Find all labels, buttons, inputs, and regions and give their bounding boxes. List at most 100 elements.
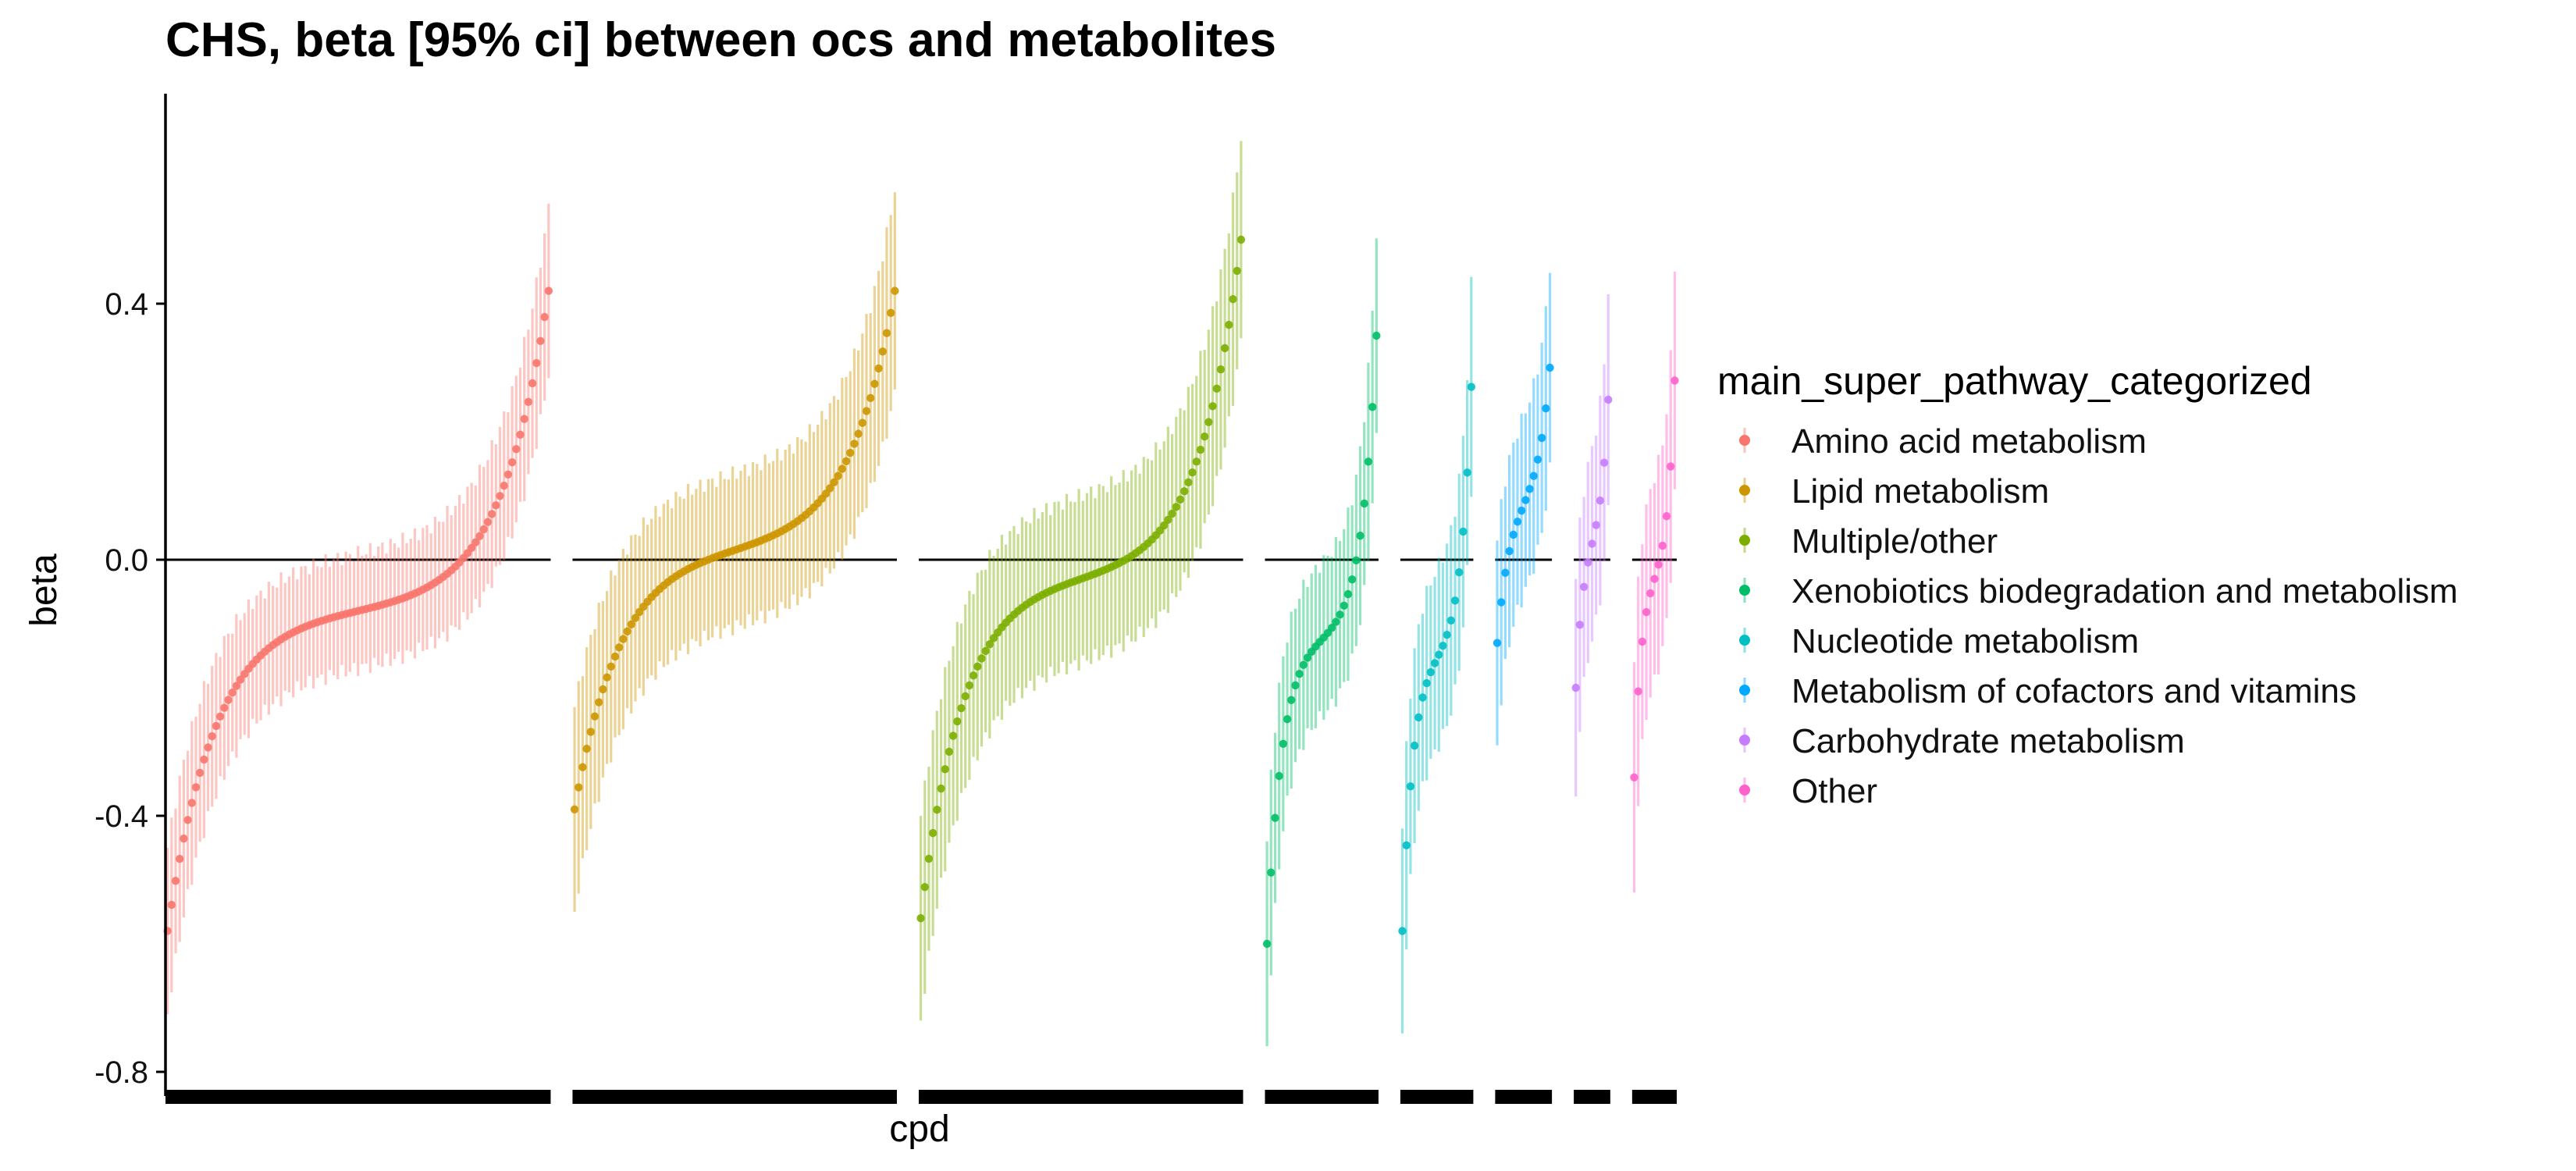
x-axis-label: cpd xyxy=(889,1109,949,1150)
data-point xyxy=(1517,506,1526,515)
data-point xyxy=(1642,607,1651,617)
data-point xyxy=(977,654,986,663)
data-point xyxy=(858,418,867,427)
data-point xyxy=(1352,556,1361,565)
data-point xyxy=(1406,782,1415,791)
data-point xyxy=(1579,582,1589,591)
data-point xyxy=(1291,681,1300,690)
data-point xyxy=(1505,546,1514,556)
data-point xyxy=(1546,363,1554,372)
data-point xyxy=(1364,457,1373,466)
data-point xyxy=(969,671,978,680)
data-point xyxy=(830,478,838,487)
data-point xyxy=(1638,637,1647,646)
data-point xyxy=(187,799,196,807)
data-point xyxy=(603,673,611,682)
data-point xyxy=(1646,589,1655,598)
data-point xyxy=(483,518,493,526)
data-point xyxy=(200,755,208,764)
data-point xyxy=(826,484,834,493)
data-point xyxy=(1571,683,1580,692)
data-point xyxy=(1525,485,1534,493)
legend-key-point xyxy=(1739,535,1750,546)
legend-label: Nucleotide metabolism xyxy=(1791,622,2139,660)
data-point xyxy=(874,364,883,373)
data-point xyxy=(928,828,938,838)
data-point xyxy=(471,538,480,546)
data-point xyxy=(532,358,541,368)
data-point xyxy=(1467,383,1476,391)
x-tick-band-5 xyxy=(1495,1090,1553,1104)
legend-item-7: Other xyxy=(1739,772,1877,810)
data-point xyxy=(1634,687,1642,696)
data-point xyxy=(627,620,635,628)
data-point xyxy=(933,806,941,814)
data-point xyxy=(1271,813,1279,822)
data-point xyxy=(167,900,176,909)
data-point xyxy=(1179,487,1189,496)
data-point xyxy=(957,703,966,713)
data-point xyxy=(467,543,476,553)
data-point xyxy=(1360,499,1368,508)
data-point xyxy=(989,634,998,642)
y-tick-label: 0.4 xyxy=(105,287,148,322)
data-point xyxy=(536,336,545,346)
data-point xyxy=(1592,521,1600,529)
data-point xyxy=(1599,458,1609,467)
data-point xyxy=(1279,739,1288,749)
data-point xyxy=(520,415,528,423)
data-point xyxy=(854,429,863,438)
axes: 0.4 0.0 -0.4 -0.8 xyxy=(94,94,167,1096)
legend-item-0: Amino acid metabolism xyxy=(1739,422,2147,461)
x-tick-band-3 xyxy=(1265,1090,1379,1104)
data-point xyxy=(1303,653,1312,662)
legend-item-6: Carbohydrate metabolism xyxy=(1739,722,2185,760)
data-point xyxy=(599,685,607,694)
data-point xyxy=(1368,403,1377,411)
data-point xyxy=(1650,575,1659,583)
data-point xyxy=(1287,696,1296,704)
legend-label: Lipid metabolism xyxy=(1791,472,2049,511)
series-group-4 xyxy=(1398,276,1476,1104)
data-point xyxy=(208,731,216,741)
data-point xyxy=(1327,624,1336,632)
data-point xyxy=(1236,235,1246,244)
data-point xyxy=(1347,575,1357,584)
legend-item-5: Metabolism of cofactors and vitamins xyxy=(1739,672,2357,710)
data-point xyxy=(614,643,624,652)
data-point xyxy=(220,703,229,712)
data-point xyxy=(183,816,192,824)
data-point xyxy=(1164,515,1172,525)
data-point xyxy=(850,440,859,448)
data-point xyxy=(1192,457,1201,466)
chart-title: CHS, beta [95% ci] between ocs and metab… xyxy=(165,13,1276,67)
data-point xyxy=(965,681,974,690)
data-point xyxy=(1336,610,1344,619)
data-point xyxy=(507,458,517,467)
data-point xyxy=(503,470,513,479)
data-point xyxy=(512,445,521,454)
data-point xyxy=(607,662,615,671)
data-point xyxy=(1667,462,1675,471)
data-point xyxy=(916,914,925,923)
data-point xyxy=(1200,432,1209,441)
y-tick-label: 0.0 xyxy=(105,543,148,578)
plot-area xyxy=(163,141,1679,1104)
data-point xyxy=(1658,541,1667,550)
legend-label: Other xyxy=(1791,772,1877,810)
data-point xyxy=(540,312,549,322)
data-point xyxy=(594,698,603,707)
data-point xyxy=(212,721,221,731)
data-point xyxy=(1267,868,1276,877)
data-point xyxy=(1372,331,1381,340)
data-point xyxy=(1225,320,1233,329)
data-point xyxy=(1443,630,1451,639)
data-point xyxy=(1299,660,1308,669)
data-point xyxy=(1184,478,1193,487)
data-point xyxy=(891,287,899,295)
data-point xyxy=(1588,539,1596,548)
data-point xyxy=(1422,678,1431,688)
data-point xyxy=(524,397,533,407)
data-point xyxy=(1630,773,1638,781)
